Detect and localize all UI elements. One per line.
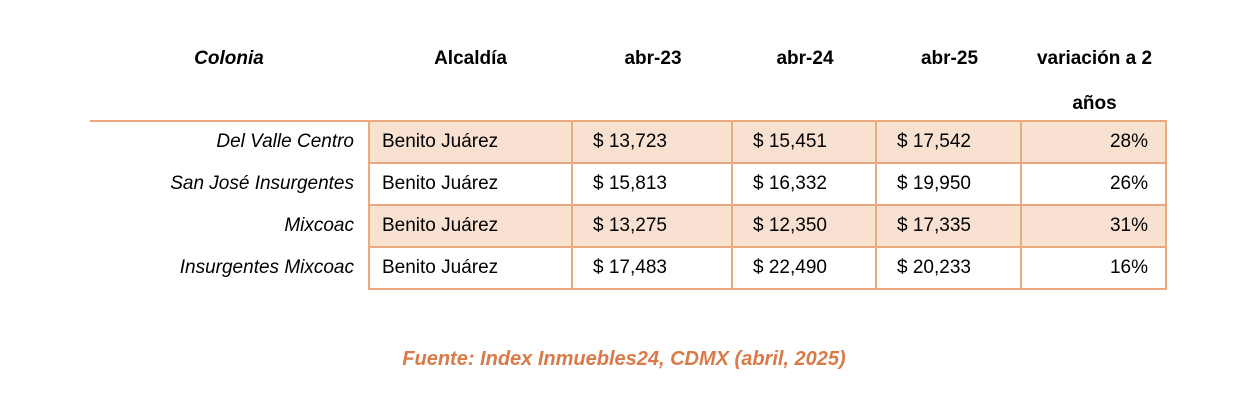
cell-alcaldia: Benito Juárez	[368, 164, 573, 206]
cell-abr-23: $ 13,723	[573, 122, 733, 164]
column-header-alcaldia: Alcaldía	[434, 48, 507, 69]
column-header-abr-23: abr-23	[624, 48, 682, 69]
table-header-row: Colonia Alcaldía abr-23 abr-24 abr-25 va…	[90, 30, 1167, 122]
cell-variacion: 16%	[1022, 248, 1167, 290]
cell-abr-23: $ 13,275	[573, 206, 733, 248]
column-header-abr-24: abr-24	[776, 48, 834, 69]
cell-abr-24: $ 12,350	[733, 206, 877, 248]
column-header-colonia: Colonia	[194, 48, 264, 69]
cell-colonia: Del Valle Centro	[216, 131, 354, 152]
cell-abr-25: $ 17,335	[877, 206, 1022, 248]
cell-variacion: 28%	[1022, 122, 1167, 164]
cell-abr-25: $ 19,950	[877, 164, 1022, 206]
cell-abr-25: $ 17,542	[877, 122, 1022, 164]
cell-abr-23: $ 15,813	[573, 164, 733, 206]
column-header-variacion: variación a 2 años	[1036, 48, 1153, 114]
cell-alcaldia: Benito Juárez	[368, 122, 573, 164]
table-row: Mixcoac Benito Juárez $ 13,275 $ 12,350 …	[90, 206, 1167, 248]
price-table: Colonia Alcaldía abr-23 abr-24 abr-25 va…	[90, 30, 1167, 290]
source-caption: Fuente: Index Inmuebles24, CDMX (abril, …	[402, 348, 846, 370]
cell-colonia: Insurgentes Mixcoac	[179, 257, 354, 278]
cell-colonia: San José Insurgentes	[170, 173, 354, 194]
cell-abr-24: $ 15,451	[733, 122, 877, 164]
cell-abr-25: $ 20,233	[877, 248, 1022, 290]
table-row: Insurgentes Mixcoac Benito Juárez $ 17,4…	[90, 248, 1167, 290]
table-row: Del Valle Centro Benito Juárez $ 13,723 …	[90, 122, 1167, 164]
cell-abr-23: $ 17,483	[573, 248, 733, 290]
cell-variacion: 31%	[1022, 206, 1167, 248]
cell-colonia: Mixcoac	[284, 215, 354, 236]
cell-variacion: 26%	[1022, 164, 1167, 206]
table-row: San José Insurgentes Benito Juárez $ 15,…	[90, 164, 1167, 206]
cell-alcaldia: Benito Juárez	[368, 206, 573, 248]
cell-abr-24: $ 22,490	[733, 248, 877, 290]
column-header-abr-25: abr-25	[920, 48, 979, 69]
cell-alcaldia: Benito Juárez	[368, 248, 573, 290]
cell-abr-24: $ 16,332	[733, 164, 877, 206]
